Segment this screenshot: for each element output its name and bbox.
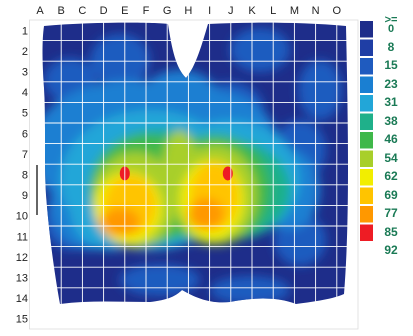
row-label: 11 — [17, 231, 28, 243]
legend-swatch — [360, 95, 373, 112]
grid-frame — [29, 19, 359, 330]
grid-lines — [29, 19, 359, 330]
row-label: 7 — [22, 149, 28, 161]
heat-blob — [90, 34, 150, 86]
legend-level-label: 15 — [384, 58, 398, 72]
legend-swatch — [360, 132, 373, 149]
row-label: 2 — [22, 46, 28, 58]
legend-swatches — [360, 21, 373, 241]
legend-swatch — [360, 21, 373, 38]
legend-level-label: 23 — [384, 76, 398, 91]
column-label: G — [163, 5, 172, 17]
hot-spot-right — [222, 166, 233, 181]
column-label: B — [58, 5, 65, 17]
legend-swatch — [360, 76, 373, 93]
column-label: F — [143, 5, 150, 17]
row-label: 3 — [22, 67, 28, 79]
column-label: N — [312, 5, 320, 17]
legend-level-label: 92 — [384, 243, 398, 257]
legend-swatch — [360, 224, 373, 241]
column-label: L — [270, 5, 276, 17]
heat-blob — [188, 198, 224, 230]
legend-swatch — [360, 58, 373, 75]
legend-level-label: 69 — [384, 187, 398, 202]
heat-blob — [230, 28, 290, 72]
column-label: H — [184, 5, 192, 17]
row-label: 13 — [16, 273, 28, 285]
heat-blob — [298, 60, 342, 120]
legend-level-label: 38 — [384, 113, 398, 128]
row-label: 1 — [22, 25, 28, 37]
column-label: O — [333, 5, 342, 17]
row-label: 5 — [22, 108, 28, 120]
legend-title: >= 0 — [384, 14, 398, 35]
row-label: 8 — [22, 170, 28, 182]
heat-blob — [210, 276, 290, 304]
column-label: A — [36, 5, 44, 17]
legend-level-label: 31 — [384, 95, 398, 109]
legend-swatch — [360, 150, 373, 167]
row-label: 9 — [22, 190, 28, 202]
legend-level-label: 54 — [384, 150, 398, 165]
legend-level-label: 8 — [387, 39, 395, 54]
column-label: E — [121, 5, 128, 17]
row-label: 4 — [22, 87, 28, 99]
legend-level-label: 77 — [384, 206, 398, 220]
column-label: I — [208, 5, 211, 17]
row-label: 6 — [22, 128, 28, 140]
legend-swatch — [360, 113, 373, 130]
legend-swatch — [360, 39, 373, 56]
column-label: C — [78, 5, 86, 17]
column-label: J — [228, 5, 234, 17]
legend-level-label: 62 — [384, 169, 398, 183]
column-label: K — [248, 5, 256, 17]
legend-swatch — [360, 187, 373, 204]
column-label: M — [290, 5, 299, 17]
legend-swatch — [360, 169, 373, 186]
legend-swatch — [360, 206, 373, 223]
legend-level-label: 85 — [384, 224, 398, 239]
heat-blob — [100, 208, 140, 236]
row-label: 14 — [16, 293, 28, 305]
column-label: D — [100, 5, 108, 17]
row-label: 12 — [16, 252, 28, 264]
row-label: 15 — [16, 314, 28, 326]
row-label: 10 — [16, 211, 28, 223]
legend-level-label: 46 — [384, 132, 398, 146]
